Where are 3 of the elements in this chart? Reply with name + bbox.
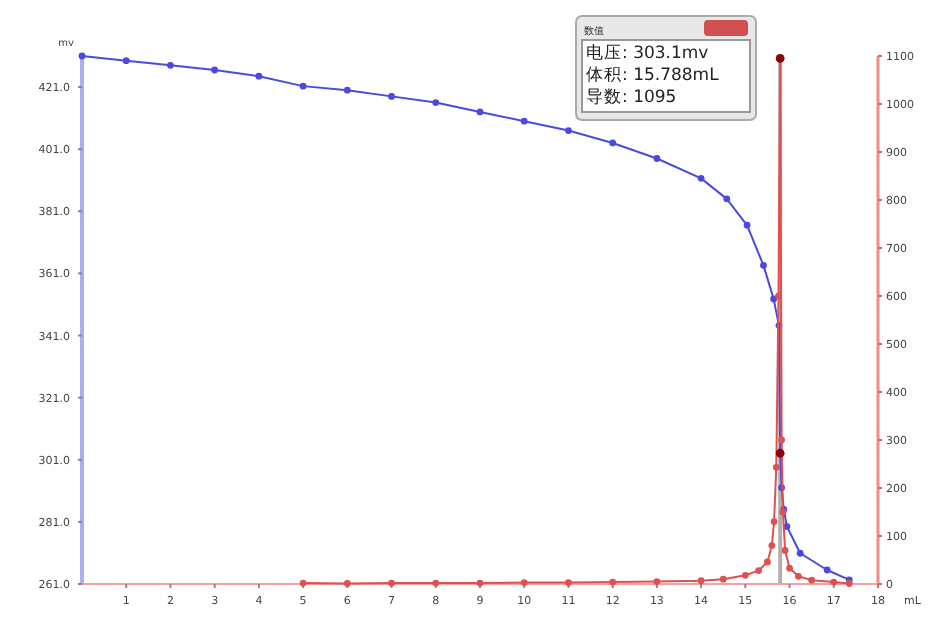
annotation: 体积: 15.788mL <box>586 64 720 86</box>
annotation: 导数: 1095 <box>586 86 677 108</box>
annotation: 电压: 303.1mv <box>586 42 709 64</box>
